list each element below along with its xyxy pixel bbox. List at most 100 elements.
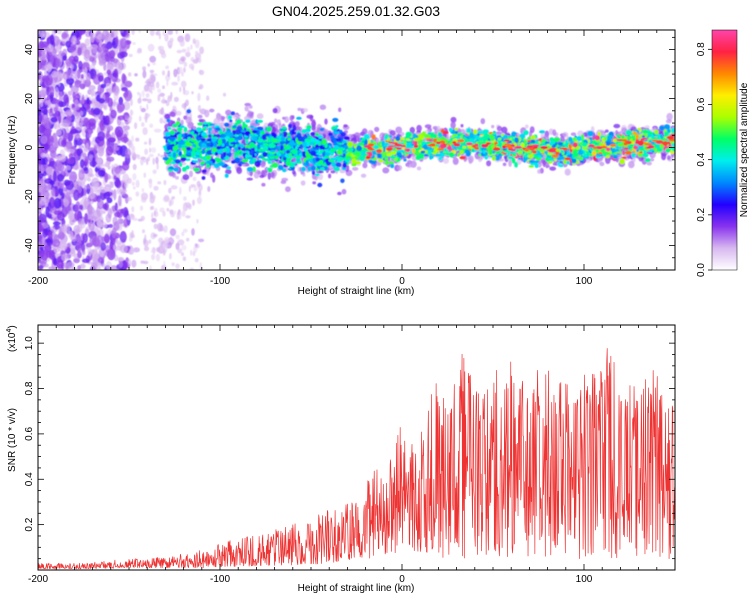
heatmap-cell [149,153,154,158]
heatmap-cell [61,139,67,148]
heatmap-cell [508,159,512,167]
heatmap-cell [159,224,164,232]
heatmap-cell [47,231,53,241]
heatmap-cell [78,60,83,70]
heatmap-cell [552,129,557,137]
heatmap-cell [152,62,156,66]
heatmap-cell [196,196,202,205]
heatmap-cell [157,153,161,157]
heatmap-cell [42,30,45,33]
heatmap-cell [150,194,156,200]
heatmap-cell [97,199,105,210]
heatmap-cell [97,84,102,96]
heatmap-cell [285,186,291,193]
heatmap-cell [74,133,81,141]
heatmap-cell [261,182,266,187]
heatmap-cell [96,163,104,169]
heatmap-cell [88,192,96,200]
heatmap-cell [159,207,165,213]
heatmap-cell [545,164,551,168]
heatmap-cell [117,115,125,121]
heatmap-cell [246,177,253,181]
heatmap-cell [79,159,85,169]
heatmap-cell [185,215,191,219]
heatmap-cell [312,119,316,126]
heatmap-cell [182,228,188,233]
heatmap-cell [73,189,80,201]
heatmap-cell [199,84,204,90]
heatmap-cell [144,116,148,123]
heatmap-cell [44,244,51,252]
heatmap-cell [247,109,251,116]
heatmap-cell [206,168,210,176]
heatmap-cell [195,51,198,55]
heatmap-cell [99,186,108,193]
heatmap-cell [179,86,182,93]
heatmap-cell [198,238,205,243]
heatmap-cell [155,81,160,89]
heatmap-cell [60,224,68,233]
heatmap-cell [38,265,44,270]
heatmap-cell [85,72,91,83]
heatmap-cell [137,91,140,96]
heatmap-cell [128,53,133,58]
heatmap-cell [151,253,156,261]
heatmap-cell [225,109,232,116]
heatmap-cell [193,245,198,253]
heatmap-cell [399,131,405,137]
heatmap-cell [172,172,176,179]
heatmap-cell [44,128,50,135]
heatmap-cell [54,159,63,172]
heatmap-cell [178,66,184,75]
heatmap-cell [175,121,181,126]
heatmap-cell [169,37,174,43]
heatmap-cell [53,121,57,130]
heatmap-cell [98,75,104,82]
heatmap-cell [192,38,196,45]
heatmap-cell [54,87,60,99]
heatmap-cell [150,249,156,254]
heatmap-cell [89,236,95,245]
heatmap-cell [136,154,141,160]
heatmap-cell [79,204,84,210]
heatmap-cell [65,141,73,151]
heatmap-cell [42,149,48,154]
heatmap-cell [148,181,153,189]
heatmap-cell [164,113,171,120]
heatmap-cell [39,33,45,38]
heatmap-cell [71,35,77,45]
heatmap-cell [564,168,571,176]
heatmap-cell [88,118,97,127]
heatmap-cell [66,61,72,67]
heatmap-cell [53,234,60,244]
heatmap-cell [82,233,88,244]
heatmap-cell [72,91,76,99]
heatmap-cell [120,191,126,196]
heatmap-cell [119,30,124,33]
heatmap-cell [42,263,49,268]
heatmap-cell [132,217,138,221]
heatmap-cell [159,92,165,97]
heatmap-cell [112,58,119,64]
heatmap-cell [491,124,495,129]
heatmap-cell [183,196,187,201]
heatmap-cell [145,93,150,98]
heatmap-cell [99,119,105,132]
heatmap-cell [196,180,201,188]
heatmap-cell [503,162,506,166]
heatmap-cell [45,166,54,175]
heatmap-cell [48,86,55,98]
heatmap-cell [175,234,180,240]
heatmap-cell [131,30,135,35]
heatmap-cell [159,242,162,247]
heatmap-cell [59,91,63,103]
heatmap-cell [128,140,132,149]
heatmap-cell [148,137,152,146]
heatmap-cell [115,36,119,45]
heatmap-cell [85,104,91,113]
heatmap-cell [194,60,199,64]
heatmap-cell [119,37,128,49]
heatmap-cell [319,127,325,132]
heatmap-cell [289,115,294,122]
